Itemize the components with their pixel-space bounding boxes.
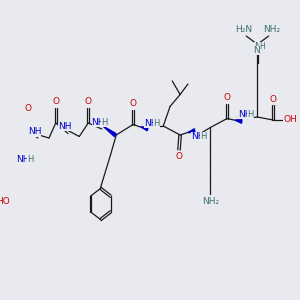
Text: NH: NH [58,122,71,131]
Text: H: H [260,42,265,51]
Polygon shape [235,120,242,123]
Polygon shape [141,127,148,131]
Text: O: O [52,98,59,106]
Text: O: O [130,99,136,108]
Text: O: O [270,94,277,103]
Text: NH₂: NH₂ [202,197,219,206]
Polygon shape [188,129,195,133]
Text: O: O [24,103,31,112]
Text: H: H [27,154,34,164]
Text: NH₂: NH₂ [263,26,280,34]
Text: N: N [254,46,260,56]
Text: H₂N: H₂N [236,26,253,34]
Polygon shape [103,126,116,136]
Text: O: O [224,93,231,102]
Text: NH: NH [191,132,204,141]
Text: NH: NH [92,118,105,127]
Text: H: H [153,118,160,127]
Text: OH: OH [283,116,297,124]
Text: H: H [101,118,108,127]
Text: O: O [176,152,182,160]
Text: H: H [247,110,254,119]
Text: NH: NH [238,110,251,119]
Text: NH: NH [28,128,41,136]
Text: H: H [200,132,207,141]
Text: O: O [85,98,92,106]
Text: N: N [254,42,261,51]
Text: HO: HO [0,197,10,206]
Text: NH: NH [144,118,157,127]
Text: NH: NH [16,154,30,164]
Polygon shape [18,142,22,156]
